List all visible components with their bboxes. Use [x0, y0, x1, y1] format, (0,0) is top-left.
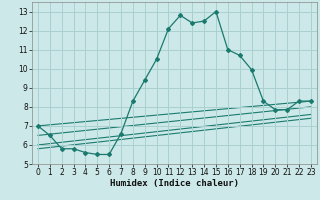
X-axis label: Humidex (Indice chaleur): Humidex (Indice chaleur) — [110, 179, 239, 188]
